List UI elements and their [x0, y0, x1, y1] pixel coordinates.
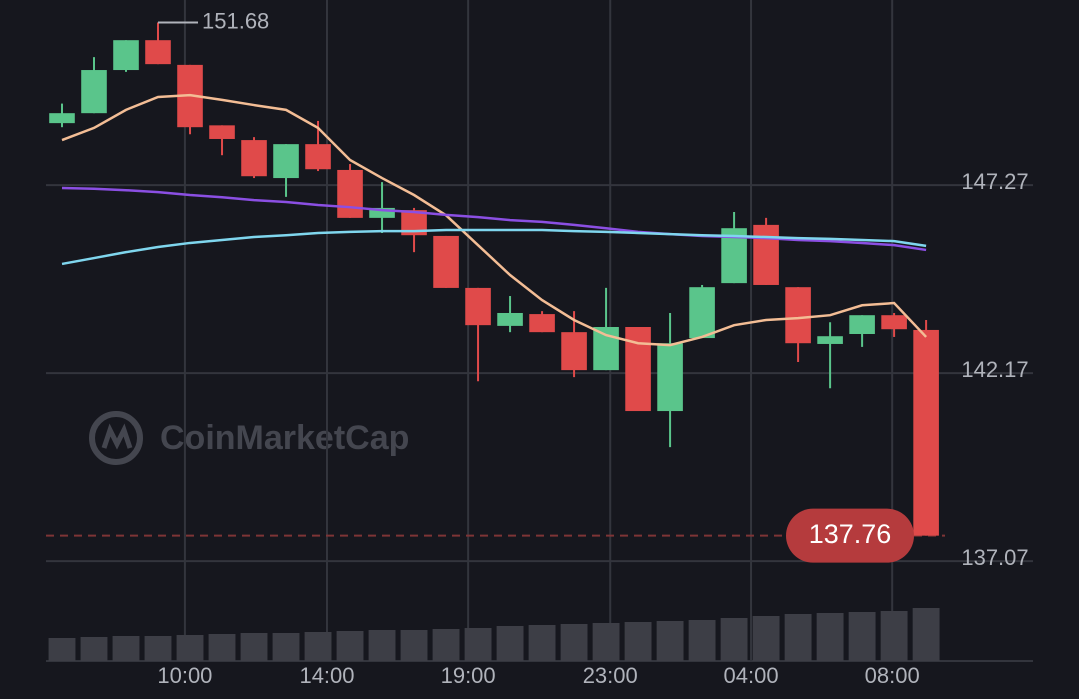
volume-bar	[816, 613, 844, 661]
x-tick-label: 08:00	[865, 663, 920, 688]
moving-average-line	[61, 93, 928, 347]
high-label: 151.68	[202, 8, 269, 33]
volume-bar	[80, 637, 108, 661]
last-price-badge	[786, 508, 914, 563]
candle-body	[337, 169, 363, 218]
candle-body	[209, 125, 235, 139]
candle-body	[49, 113, 75, 124]
volume-bar	[848, 612, 876, 661]
volume-bar	[464, 628, 492, 661]
volume-bar	[176, 635, 204, 661]
volume-bar	[880, 611, 908, 661]
candle-body	[913, 329, 939, 536]
candle-body	[625, 326, 651, 412]
candle-body	[657, 343, 683, 412]
volume-bar	[656, 621, 684, 661]
moving-average-line	[61, 228, 927, 266]
candle-body	[785, 287, 811, 344]
volume-bar	[208, 634, 236, 661]
x-tick-label: 14:00	[299, 663, 354, 688]
volume-bar	[48, 638, 76, 661]
volume-bar	[688, 620, 716, 661]
volume-bar	[240, 633, 268, 661]
moving-average-line	[61, 186, 927, 252]
candle-body	[273, 144, 299, 179]
volume-bar	[592, 623, 620, 661]
candle-body	[689, 287, 715, 339]
x-tick-label: 23:00	[583, 663, 638, 688]
candle-body	[497, 312, 523, 326]
candle-body	[305, 144, 331, 170]
volume-bar	[720, 618, 748, 661]
watermark: CoinMarketCap	[89, 411, 409, 465]
volume-bar	[272, 633, 300, 661]
volume-bar	[368, 630, 396, 661]
volume-bar	[144, 636, 172, 661]
candle-body	[849, 315, 875, 335]
volume-bar	[112, 636, 140, 661]
candle-body	[81, 70, 107, 114]
candle-body	[241, 140, 267, 177]
volume-bar	[528, 625, 556, 661]
volume-bar	[496, 626, 524, 661]
x-tick-label: 04:00	[724, 663, 779, 688]
candle-body	[753, 224, 779, 285]
candle-body	[465, 287, 491, 326]
candle-body	[113, 40, 139, 71]
y-tick-label: 137.07	[961, 545, 1028, 570]
watermark-logo-mark	[101, 423, 133, 450]
volume-bar	[560, 624, 588, 661]
watermark-logo	[89, 411, 143, 465]
volume-bar	[752, 616, 780, 661]
volume-bar	[432, 629, 460, 661]
y-tick-label: 147.27	[961, 169, 1028, 194]
candle-body	[881, 315, 907, 330]
x-tick-label: 10:00	[157, 663, 212, 688]
y-tick-label: 142.17	[961, 357, 1028, 382]
candle-body	[529, 314, 555, 333]
watermark-text: CoinMarketCap	[160, 419, 409, 457]
volume-bar	[400, 630, 428, 661]
volume-bar	[304, 632, 332, 661]
candle-body	[369, 207, 395, 218]
candle-body	[593, 326, 619, 371]
last-price-label: 137.76	[809, 519, 892, 549]
candle-body	[561, 332, 587, 371]
volume-bar	[784, 614, 812, 661]
x-tick-label: 19:00	[441, 663, 496, 688]
candle-body	[817, 336, 843, 344]
volume-bar	[624, 622, 652, 661]
candle-body	[433, 235, 459, 288]
candle-body	[145, 40, 171, 65]
volume-bar	[912, 608, 940, 661]
volume-bar	[336, 631, 364, 661]
